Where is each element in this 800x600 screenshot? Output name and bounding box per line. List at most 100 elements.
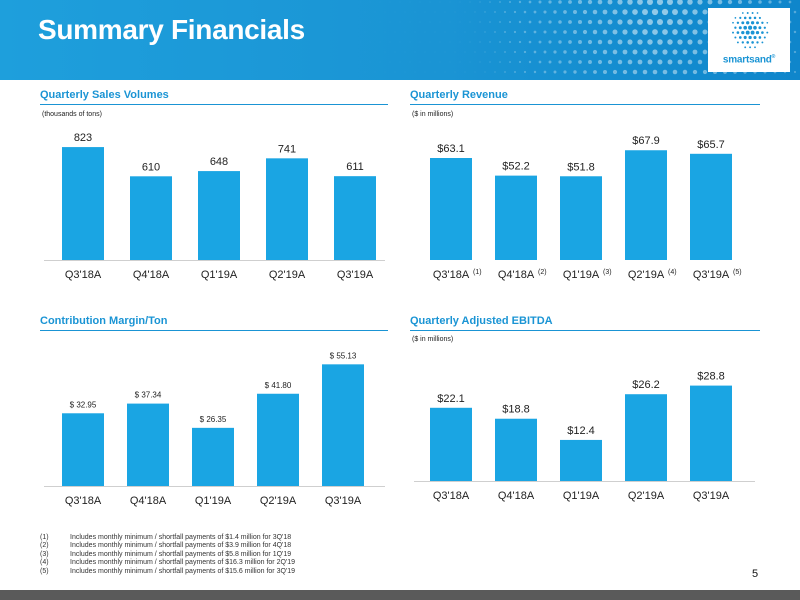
decor-dot bbox=[573, 30, 577, 34]
decor-dot bbox=[597, 19, 603, 25]
decor-dot bbox=[404, 11, 406, 13]
decor-dot bbox=[449, 61, 451, 63]
category-footnote-marker: (2) bbox=[538, 269, 547, 276]
decor-dot bbox=[489, 61, 491, 63]
decor-dot bbox=[459, 41, 461, 43]
adjusted-ebitda-chart: $22.1 Q3'18A $18.8 Q4'18A $12.4 Q1'19A $26.2 Q2… bbox=[414, 371, 755, 502]
category-label: Q2'19A bbox=[260, 495, 297, 507]
bar-Q1'19A bbox=[198, 171, 240, 260]
decor-dot bbox=[687, 39, 693, 45]
decor-dot bbox=[793, 10, 797, 14]
decor-dot bbox=[379, 21, 381, 23]
decor-dot bbox=[617, 39, 623, 45]
decor-dot bbox=[592, 29, 598, 35]
decor-dot bbox=[657, 59, 663, 65]
decor-dot bbox=[424, 71, 426, 73]
decor-dot bbox=[727, 0, 733, 5]
decor-dot bbox=[399, 61, 401, 63]
decor-dot bbox=[553, 30, 557, 34]
decor-dot bbox=[548, 20, 552, 24]
decor-dot bbox=[661, 8, 669, 16]
category-label: Q3'18A bbox=[65, 495, 102, 507]
decor-dot bbox=[592, 49, 598, 55]
decor-dot bbox=[469, 1, 471, 3]
decor-dot bbox=[632, 69, 638, 75]
decor-dot bbox=[793, 30, 797, 34]
decor-dot bbox=[389, 1, 391, 3]
decor-dot bbox=[607, 59, 613, 65]
decor-dot bbox=[523, 50, 527, 54]
decor-dot bbox=[538, 0, 542, 4]
margin-panel-rule bbox=[40, 330, 388, 331]
logo-dot bbox=[736, 21, 740, 24]
decor-dot bbox=[469, 21, 471, 23]
decor-dot bbox=[568, 20, 572, 24]
decor-dot bbox=[662, 49, 668, 55]
decor-dot bbox=[637, 19, 643, 25]
ebitda-panel-unit: ($ in millions) bbox=[412, 336, 454, 343]
decor-dot bbox=[793, 70, 797, 74]
decor-dot bbox=[404, 51, 406, 53]
contribution-margin-chart: $ 32.95 Q3'18A $ 37.34 Q4'18A $ 26.35 Q1'19A $… bbox=[44, 351, 385, 507]
decor-dot bbox=[667, 19, 673, 25]
decor-dot bbox=[533, 70, 537, 74]
logo-dot bbox=[763, 36, 766, 39]
decor-dot bbox=[563, 10, 567, 14]
decor-dot bbox=[667, 39, 673, 45]
logo-dot bbox=[746, 41, 749, 44]
decor-dot bbox=[548, 40, 552, 44]
logo-dot bbox=[753, 16, 757, 20]
decor-dot bbox=[543, 50, 547, 54]
decor-dot bbox=[793, 50, 797, 54]
decor-dot bbox=[533, 50, 537, 54]
decor-dot bbox=[439, 41, 441, 43]
decor-dot bbox=[702, 29, 708, 35]
logo-dot bbox=[741, 30, 745, 35]
logo-dot bbox=[738, 36, 742, 39]
margin-panel-title: Contribution Margin/Ton bbox=[40, 315, 168, 327]
category-label: Q3'18A bbox=[433, 269, 470, 281]
logo-dot bbox=[756, 21, 759, 25]
decor-dot bbox=[558, 20, 562, 24]
decor-dot bbox=[518, 60, 522, 64]
decor-dot bbox=[592, 9, 598, 15]
logo-dot bbox=[732, 21, 734, 24]
decor-dot bbox=[484, 51, 486, 53]
decor-dot bbox=[602, 69, 608, 75]
decor-dot bbox=[454, 11, 456, 13]
revenue-chart: $63.1Q3'18A (1)$52.2Q4'18A (2)$51.8Q1'19A(… bbox=[430, 135, 742, 281]
decor-dot bbox=[578, 40, 582, 44]
decor-dot bbox=[369, 21, 371, 23]
decor-dot bbox=[573, 10, 577, 14]
logo-dot bbox=[763, 26, 766, 29]
decor-dot bbox=[602, 49, 608, 55]
decor-dot bbox=[656, 0, 664, 6]
decor-dot bbox=[414, 71, 416, 73]
ebitda-panel-title: Quarterly Adjusted EBITDA bbox=[410, 315, 553, 327]
decor-dot bbox=[587, 19, 593, 25]
logo-dot bbox=[761, 31, 764, 34]
decor-dot bbox=[439, 21, 441, 23]
decor-dot bbox=[543, 30, 547, 34]
decor-dot bbox=[429, 41, 431, 43]
decor-dot bbox=[369, 1, 371, 3]
decor-dot bbox=[612, 69, 618, 75]
decor-dot bbox=[587, 39, 593, 45]
decor-dot bbox=[419, 41, 421, 43]
decor-dot bbox=[647, 19, 653, 25]
logo-dot bbox=[758, 26, 762, 30]
decor-dot bbox=[637, 39, 643, 45]
data-label: 611 bbox=[346, 161, 364, 173]
decor-dot bbox=[484, 71, 486, 73]
decor-dot bbox=[369, 41, 371, 43]
decor-dot bbox=[573, 70, 577, 74]
decor-dot bbox=[568, 40, 572, 44]
logo-dot bbox=[743, 25, 748, 30]
decor-dot bbox=[666, 0, 674, 6]
category-label: Q3'19A bbox=[693, 269, 730, 281]
decor-dot bbox=[439, 61, 441, 63]
decor-dot bbox=[404, 31, 406, 33]
decor-dot bbox=[474, 51, 476, 53]
logo-dot bbox=[741, 21, 745, 25]
decor-dot bbox=[597, 59, 603, 65]
